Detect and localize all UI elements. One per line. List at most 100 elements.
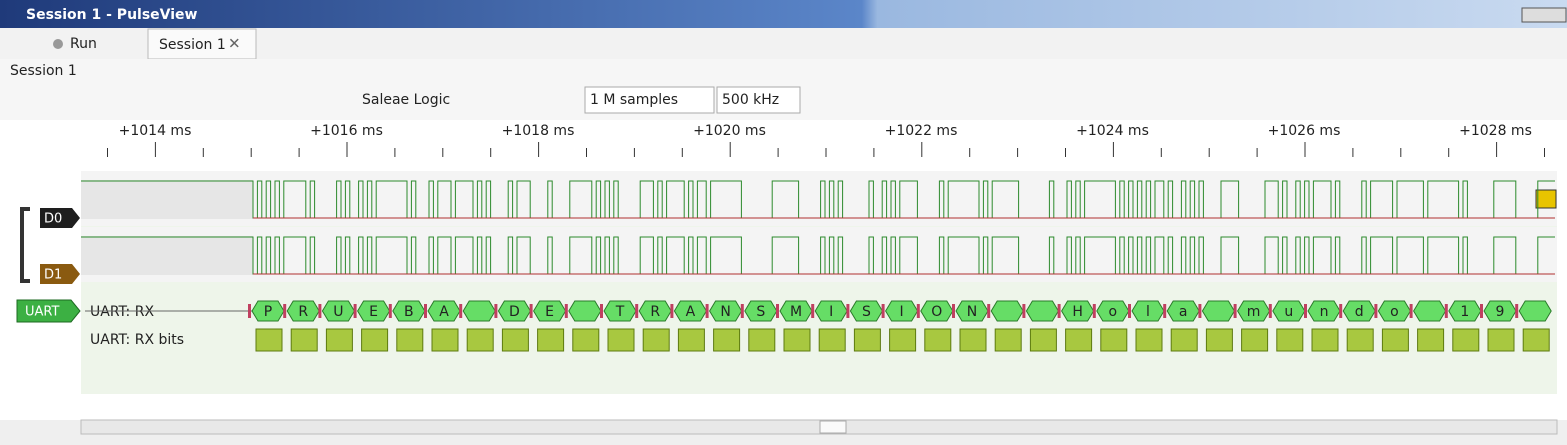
ruler-label: +1028 ms [1459, 123, 1532, 139]
annotation [1518, 300, 1552, 322]
rx-bits [713, 328, 741, 352]
rate-box[interactable] [716, 86, 801, 114]
tab[interactable] [147, 28, 257, 60]
bit-marker [1233, 304, 1237, 318]
bit-marker [846, 304, 850, 318]
window-controls[interactable] [1521, 7, 1567, 23]
annotation-text: O [931, 304, 942, 320]
bit-marker [1198, 304, 1202, 318]
samples-select[interactable]: 1 M samples [590, 92, 678, 108]
bit-marker [635, 304, 639, 318]
annotation-text: d [1355, 304, 1364, 320]
decoder-label: UART [25, 305, 59, 320]
bit-marker [705, 304, 709, 318]
d0-pre [81, 180, 253, 219]
annotation-text: D [509, 304, 520, 320]
bit-marker [318, 304, 322, 318]
run-icon[interactable] [53, 39, 63, 49]
rx-bits [889, 328, 917, 352]
bit-marker [776, 304, 779, 318]
bit-marker [1128, 304, 1131, 318]
d1-badge[interactable] [40, 264, 80, 284]
ruler-label: +1024 ms [1076, 123, 1149, 139]
run-button[interactable]: Run [70, 36, 97, 52]
logic-trace [81, 180, 1555, 219]
bit-marker [600, 304, 603, 318]
rx-bits [783, 328, 811, 352]
decoder-row: UART: RX [90, 304, 154, 320]
group-bracket [20, 207, 30, 283]
rx-bits [1205, 328, 1233, 352]
annotation-text: l [1146, 304, 1150, 320]
annotation-text: 1 [1460, 304, 1469, 320]
rx-bits [1276, 328, 1304, 352]
d0-row [81, 171, 1557, 226]
d0-badge[interactable] [40, 208, 80, 228]
annotation-text: o [1390, 304, 1399, 320]
bit-marker [564, 304, 568, 318]
annotation-text: U [333, 304, 343, 320]
rx-bits [396, 328, 424, 352]
bit-marker [1480, 304, 1483, 318]
bit-marker [1022, 304, 1026, 318]
annotation-text: R [298, 304, 308, 320]
rx-bits [853, 328, 881, 352]
logic-trace [81, 236, 1555, 275]
rx-bits [1381, 328, 1409, 352]
annotation [990, 300, 1024, 322]
ruler-label: +1018 ms [502, 123, 575, 139]
decoder-row: UART: RX bits [90, 332, 184, 348]
rx-bits [924, 328, 952, 352]
bit-marker [1515, 304, 1519, 318]
trigger-marker [1535, 189, 1557, 209]
rx-bits [1029, 328, 1057, 352]
annotation [462, 300, 496, 322]
window-title: Session 1 - PulseView [26, 7, 198, 23]
ruler-label: +1020 ms [693, 123, 766, 139]
rx-bits [959, 328, 987, 352]
title-bar [0, 0, 1567, 28]
rx-bits [325, 328, 353, 352]
annotation-text: m [1247, 304, 1261, 320]
rate-select[interactable]: 500 kHz [722, 92, 779, 108]
rx-bits [1311, 328, 1339, 352]
bit-marker [1057, 304, 1061, 318]
annotation-text: n [1320, 304, 1329, 320]
session-label: Session 1 [10, 63, 77, 79]
annotation-text: 9 [1496, 304, 1505, 320]
d1-row [81, 227, 1557, 282]
annotation-text: u [1284, 304, 1293, 320]
device-select[interactable]: Saleae Logic [362, 92, 450, 108]
rx-bits [677, 328, 705, 352]
annotation [568, 300, 602, 322]
annotation-text: N [720, 304, 730, 320]
rx-bits [818, 328, 846, 352]
bit-marker [424, 304, 427, 318]
ruler-label: +1022 ms [885, 123, 958, 139]
annotation-text: A [686, 304, 696, 320]
annotation-text: M [790, 304, 802, 320]
ruler-label: +1016 ms [310, 123, 383, 139]
bit-marker [248, 304, 251, 318]
tab-close[interactable]: ✕ [228, 35, 241, 53]
channel-label: D1 [44, 268, 62, 283]
bit-marker [1304, 304, 1307, 318]
rx-bits [748, 328, 776, 352]
rx-bits [501, 328, 529, 352]
scrollbar[interactable] [80, 419, 1558, 435]
bit-marker [670, 304, 674, 318]
bit-marker [1092, 304, 1096, 318]
annotation-text: a [1179, 304, 1188, 320]
bit-marker [916, 304, 920, 318]
tab-label[interactable]: Session 1 [159, 37, 226, 53]
scroll-thumb[interactable] [819, 420, 847, 434]
samples-box[interactable] [584, 86, 715, 114]
uart-badge[interactable] [16, 299, 81, 323]
bit-marker [1444, 304, 1448, 318]
bit-marker [987, 304, 991, 318]
rx-bits [1487, 328, 1515, 352]
bit-marker [388, 304, 392, 318]
bit-marker [529, 304, 533, 318]
